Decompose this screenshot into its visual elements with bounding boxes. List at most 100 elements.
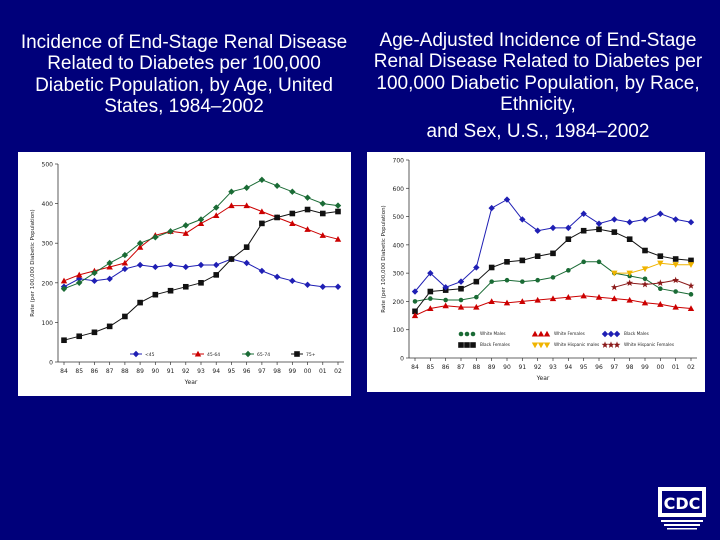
data-point xyxy=(213,272,220,278)
data-point xyxy=(273,273,281,281)
data-point xyxy=(656,279,664,286)
x-tick-label: 00 xyxy=(304,368,312,375)
data-point xyxy=(136,240,144,247)
data-point xyxy=(550,250,556,257)
data-point xyxy=(457,303,465,310)
x-tick-label: 95 xyxy=(228,368,236,375)
x-tick-label: 90 xyxy=(152,368,160,375)
legend-marker xyxy=(458,331,464,337)
data-point xyxy=(520,279,525,284)
x-tick-label: 85 xyxy=(75,368,83,375)
data-point xyxy=(122,313,128,320)
x-tick-label: 02 xyxy=(334,368,342,375)
data-point xyxy=(213,212,220,219)
series-line xyxy=(614,279,692,288)
data-point xyxy=(534,253,541,259)
data-point xyxy=(657,301,664,307)
x-tick-label: 93 xyxy=(197,368,205,375)
data-point xyxy=(152,291,159,298)
data-point xyxy=(152,263,159,271)
data-point xyxy=(106,323,113,330)
legend-marker xyxy=(531,342,539,349)
data-point xyxy=(304,281,311,288)
data-point xyxy=(182,283,189,290)
x-tick-label: 91 xyxy=(167,368,175,375)
data-point xyxy=(596,226,602,233)
x-tick-label: 85 xyxy=(427,364,435,371)
x-tick-label: 94 xyxy=(212,368,220,375)
data-point xyxy=(688,257,694,264)
x-tick-label: 89 xyxy=(488,364,496,371)
data-point xyxy=(641,266,649,273)
series-line xyxy=(63,179,339,290)
data-point xyxy=(657,210,664,217)
y-tick-label: 400 xyxy=(42,201,54,208)
legend-marker xyxy=(613,330,621,338)
left-chart-title: Incidence of End-Stage Renal Disease Rel… xyxy=(20,32,348,117)
legend-marker xyxy=(601,330,609,338)
legend-marker xyxy=(458,342,464,348)
y-tick-label: 300 xyxy=(42,241,54,248)
y-tick-label: 0 xyxy=(400,356,404,363)
data-point xyxy=(473,303,480,310)
data-point xyxy=(197,261,205,269)
data-point xyxy=(565,236,572,242)
data-point xyxy=(672,262,679,268)
cdc-logo: CDC xyxy=(658,487,706,530)
data-point xyxy=(580,292,587,299)
data-point xyxy=(611,295,618,302)
data-point xyxy=(519,298,526,304)
legend-label: 75+ xyxy=(306,352,316,358)
y-tick-label: 200 xyxy=(42,280,54,287)
legend-marker xyxy=(464,331,470,337)
legend-marker xyxy=(531,330,539,337)
legend-marker xyxy=(607,330,615,338)
x-tick-label: 86 xyxy=(442,364,450,371)
x-tick-label: 94 xyxy=(565,364,573,371)
x-tick-label: 98 xyxy=(273,368,281,375)
data-point xyxy=(672,303,679,310)
data-point xyxy=(687,219,695,226)
data-point xyxy=(167,261,174,269)
data-point xyxy=(213,261,220,269)
data-point xyxy=(596,259,602,265)
data-point xyxy=(76,333,83,340)
data-point xyxy=(504,259,510,265)
data-point xyxy=(319,232,326,238)
data-point xyxy=(657,260,664,267)
x-tick-label: 98 xyxy=(626,364,634,371)
right-title-line1: Age-Adjusted Incidence of End-Stage Rena… xyxy=(373,30,703,115)
legend-label: White Hispanic Females xyxy=(624,342,674,347)
data-point xyxy=(60,277,68,284)
x-tick-label: 01 xyxy=(672,364,680,371)
data-point xyxy=(106,275,113,283)
data-point xyxy=(182,222,189,229)
data-point xyxy=(657,253,664,259)
data-point xyxy=(626,279,634,286)
data-point xyxy=(60,285,68,292)
data-point xyxy=(473,264,480,271)
y-tick-label: 300 xyxy=(393,271,405,278)
data-point xyxy=(76,271,83,278)
legend-marker xyxy=(464,342,470,348)
data-point xyxy=(474,294,479,300)
data-point xyxy=(304,194,311,201)
data-point xyxy=(519,257,526,264)
right-chart-title: Age-Adjusted Incidence of End-Stage Rena… xyxy=(368,30,708,142)
data-point xyxy=(412,299,418,304)
data-point xyxy=(121,259,129,266)
data-point xyxy=(595,220,603,227)
data-point xyxy=(442,302,449,309)
x-tick-label: 90 xyxy=(503,364,511,371)
legend-label: 45-64 xyxy=(207,352,220,358)
y-tick-label: 500 xyxy=(42,162,54,169)
data-point xyxy=(687,305,695,312)
data-point xyxy=(565,293,572,300)
legend-marker xyxy=(470,342,476,348)
data-point xyxy=(673,289,678,294)
data-point xyxy=(658,286,663,291)
data-point xyxy=(550,275,556,280)
data-point xyxy=(228,188,235,195)
data-point xyxy=(274,214,280,221)
